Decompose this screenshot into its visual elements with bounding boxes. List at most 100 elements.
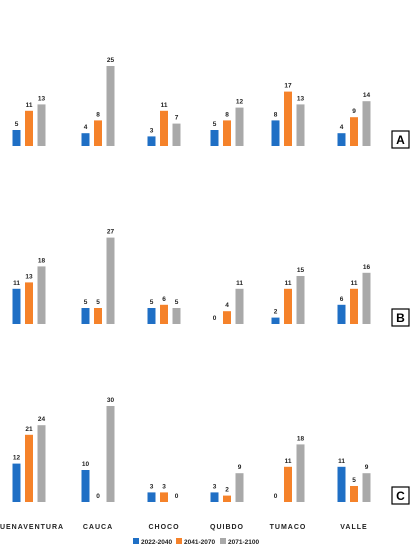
data-label-c-tumaco-2041-2070: 11 [285, 458, 292, 465]
data-label-c-cauca-2041-2070: 0 [96, 493, 100, 500]
bar-a-valle-2041-2070 [350, 117, 358, 146]
data-label-b-buenaventura-2022-2040: 11 [13, 280, 20, 287]
panel-b: 11 5 5 0 2 6 13 5 6 4 11 11 18 27 5 11 15 16 B [12, 229, 410, 327]
data-label-b-tumaco-2041-2070: 11 [285, 280, 292, 287]
bar-b-valle-2022-2040 [337, 304, 346, 324]
bar-c-tumaco-2071-2100 [296, 444, 305, 502]
bar-b-cauca-2041-2070 [94, 308, 102, 324]
data-label-c-choco-2041-2070: 3 [162, 483, 166, 490]
bar-c-buenaventura-2071-2100 [37, 425, 46, 502]
data-label-b-quibdo-2071-2100: 11 [236, 280, 243, 287]
data-label-b-quibdo-2022-2040: 0 [213, 315, 217, 322]
bar-b-choco-2071-2100 [172, 308, 181, 324]
data-label-a-valle-2022-2040: 4 [340, 124, 344, 131]
bar-c-cauca-2071-2100 [106, 406, 115, 502]
bar-b-valle-2041-2070 [350, 288, 358, 324]
bar-a-cauca-2071-2100 [106, 66, 115, 146]
data-label-a-cauca-2071-2100: 25 [107, 57, 115, 64]
bar-a-quibdo-2071-2100 [235, 107, 244, 146]
legend-label-2071-2100: 2071-2100 [228, 539, 259, 546]
data-label-c-tumaco-2022-2040: 0 [274, 493, 278, 500]
panel-a: 5 4 3 5 8 4 11 8 11 8 17 9 13 25 7 12 13 14 A [12, 57, 410, 149]
panel-label-c: C [396, 489, 405, 503]
category-label-quibdo: QUIBDO [210, 524, 244, 531]
data-label-a-choco-2071-2100: 7 [175, 115, 179, 122]
bar-b-valle-2071-2100 [362, 272, 371, 324]
data-label-c-quibdo-2041-2070: 2 [225, 487, 229, 494]
data-label-b-cauca-2022-2040: 5 [84, 299, 88, 306]
data-label-a-quibdo-2041-2070: 8 [225, 111, 229, 118]
category-label-buenaventura: BUENAVENTURA [0, 524, 64, 531]
bar-a-cauca-2022-2040 [81, 133, 90, 146]
data-label-a-quibdo-2071-2100: 12 [236, 99, 244, 106]
category-labels: BUENAVENTURA CAUCA CHOCO QUIBDO TUMACO VALLE [0, 524, 367, 531]
bar-a-tumaco-2022-2040 [271, 120, 280, 146]
legend: 2022-2040 2041-2070 2071-2100 [133, 538, 259, 546]
bar-a-quibdo-2041-2070 [223, 120, 231, 146]
legend-swatch-2071-2100 [220, 538, 226, 544]
bar-a-cauca-2041-2070 [94, 120, 102, 146]
bar-a-valle-2022-2040 [337, 133, 346, 146]
data-label-a-tumaco-2041-2070: 17 [284, 83, 292, 90]
legend-label-2041-2070: 2041-2070 [184, 539, 215, 546]
bar-b-tumaco-2041-2070 [284, 288, 292, 324]
data-label-a-tumaco-2071-2100: 13 [297, 95, 305, 102]
bar-c-quibdo-2022-2040 [210, 492, 219, 502]
data-label-b-cauca-2041-2070: 5 [96, 299, 100, 306]
panel-label-box-b [391, 308, 410, 327]
data-label-c-tumaco-2071-2100: 18 [297, 435, 305, 442]
data-label-b-buenaventura-2041-2070: 13 [25, 273, 33, 280]
data-label-a-choco-2041-2070: 11 [161, 102, 168, 109]
data-label-c-choco-2071-2100: 0 [175, 493, 179, 500]
data-label-a-buenaventura-2022-2040: 5 [15, 121, 19, 128]
bar-a-choco-2022-2040 [147, 136, 156, 146]
bar-a-buenaventura-2071-2100 [37, 104, 46, 146]
bar-c-quibdo-2041-2070 [223, 495, 231, 502]
data-label-b-valle-2022-2040: 6 [340, 296, 344, 303]
data-label-c-cauca-2071-2100: 30 [107, 397, 115, 404]
bar-c-tumaco-2041-2070 [284, 466, 292, 502]
data-label-a-tumaco-2022-2040: 8 [274, 111, 278, 118]
data-label-a-quibdo-2022-2040: 5 [213, 121, 217, 128]
legend-swatch-2041-2070 [176, 538, 182, 544]
bar-b-quibdo-2071-2100 [235, 288, 244, 324]
category-label-choco: CHOCO [148, 524, 179, 531]
data-label-b-valle-2071-2100: 16 [363, 264, 371, 271]
data-label-b-buenaventura-2071-2100: 18 [38, 257, 46, 264]
bar-a-buenaventura-2041-2070 [25, 110, 33, 146]
data-label-b-quibdo-2041-2070: 4 [225, 302, 229, 309]
data-label-b-tumaco-2022-2040: 2 [274, 309, 278, 316]
bar-b-tumaco-2022-2040 [271, 317, 280, 324]
category-label-tumaco: TUMACO [270, 524, 307, 531]
data-label-b-tumaco-2071-2100: 15 [297, 267, 305, 274]
bar-c-valle-2071-2100 [362, 473, 371, 502]
bar-c-valle-2041-2070 [350, 486, 358, 502]
data-label-b-cauca-2071-2100: 27 [107, 229, 115, 236]
legend-swatch-2022-2040 [133, 538, 139, 544]
data-label-c-valle-2041-2070: 5 [352, 477, 356, 484]
category-label-cauca: CAUCA [83, 524, 113, 531]
bar-b-buenaventura-2022-2040 [12, 288, 21, 324]
bar-c-valle-2022-2040 [337, 466, 346, 502]
bar-b-buenaventura-2071-2100 [37, 266, 46, 324]
panel-label-box-c [391, 486, 410, 505]
data-label-b-valle-2041-2070: 11 [351, 280, 358, 287]
data-label-a-valle-2071-2100: 14 [363, 92, 371, 99]
data-label-a-valle-2041-2070: 9 [352, 108, 356, 115]
data-label-c-quibdo-2071-2100: 9 [238, 464, 242, 471]
data-label-c-buenaventura-2071-2100: 24 [38, 416, 46, 423]
data-label-a-choco-2022-2040: 3 [150, 127, 154, 134]
data-label-c-buenaventura-2041-2070: 21 [25, 426, 33, 433]
data-label-a-buenaventura-2071-2100: 13 [38, 95, 46, 102]
bar-b-cauca-2022-2040 [81, 308, 90, 324]
data-label-b-choco-2022-2040: 5 [150, 299, 154, 306]
data-label-a-buenaventura-2041-2070: 11 [26, 102, 33, 109]
data-label-c-valle-2022-2040: 11 [338, 458, 345, 465]
bar-c-cauca-2022-2040 [81, 470, 90, 502]
data-label-a-cauca-2022-2040: 4 [84, 124, 88, 131]
data-label-c-buenaventura-2022-2040: 12 [13, 455, 21, 462]
bar-a-quibdo-2022-2040 [210, 130, 219, 146]
